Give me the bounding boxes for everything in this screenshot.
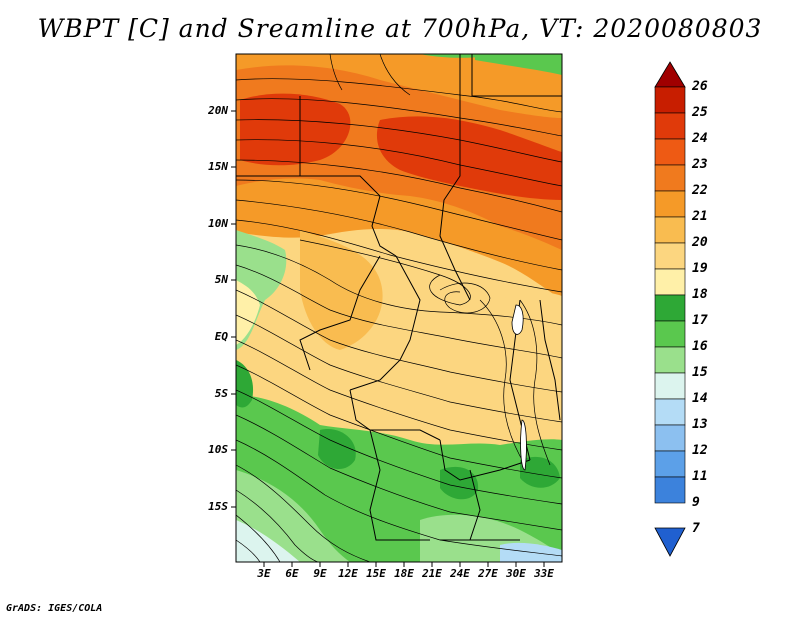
colorbar-swatch	[654, 450, 686, 478]
field-zone-18-west	[236, 280, 260, 345]
lat-label: 5S	[214, 387, 228, 400]
lon-label: 6E	[285, 567, 299, 580]
colorbar-swatch	[654, 294, 686, 322]
lon-label: 33E	[534, 567, 554, 580]
streamlines	[236, 54, 562, 562]
lat-label: 5N	[214, 273, 228, 286]
colorbar-swatch	[654, 320, 686, 348]
field-patch-north-2	[475, 54, 562, 75]
colorbar-label: 24	[692, 131, 708, 146]
lat-label: 10S	[208, 443, 228, 456]
field-patch-3	[236, 360, 254, 408]
lat-label: EQ	[214, 330, 228, 343]
colorbar-swatch	[654, 346, 686, 374]
colorbar-swatch	[654, 268, 686, 296]
field-patch-2	[440, 466, 479, 500]
lon-label: 21E	[422, 567, 442, 580]
axis-ticks	[231, 110, 545, 567]
lon-label: 3E	[257, 567, 271, 580]
colorbar-label: 23	[692, 157, 708, 172]
lon-label: 15E	[366, 567, 386, 580]
colorbar-swatch	[654, 424, 686, 452]
colorbar-label: 12	[692, 443, 708, 458]
colorbar-swatch	[654, 398, 686, 426]
colorbar-label: 26	[692, 79, 708, 94]
colorbar-swatch	[654, 164, 686, 192]
lat-label: 20N	[208, 104, 228, 117]
colorbar-swatch	[654, 112, 686, 140]
colorbar-label: 22	[692, 183, 708, 198]
colorbar-label: 17	[692, 313, 708, 328]
map-frame	[235, 53, 563, 563]
colorbar-swatch	[654, 476, 686, 504]
colorbar-top-arrow	[654, 61, 686, 88]
colorbar-swatch	[654, 190, 686, 218]
field-zone-24-east	[376, 116, 562, 200]
colorbar-label: 21	[692, 209, 708, 224]
colorbar-label: 20	[692, 235, 708, 250]
colorbar-label: 7	[692, 521, 700, 536]
colorbar-label: 18	[692, 287, 708, 302]
country-borders	[236, 54, 562, 541]
lake-malawi	[520, 419, 527, 471]
colorbar-label: 13	[692, 417, 708, 432]
lon-label: 30E	[506, 567, 526, 580]
colorbar-label: 25	[692, 105, 708, 120]
lat-label: 15S	[208, 500, 228, 513]
lat-label: 15N	[208, 160, 228, 173]
lon-label: 18E	[394, 567, 414, 580]
lon-label: 27E	[478, 567, 498, 580]
colorbar-label: 16	[692, 339, 708, 354]
colorbar-label: 11	[692, 469, 708, 484]
lon-label: 9E	[313, 567, 327, 580]
colorbar-swatch	[654, 138, 686, 166]
footer-credit: GrADS: IGES/COLA	[6, 603, 103, 614]
lat-label: 10N	[208, 217, 228, 230]
colorbar-label: 14	[692, 391, 708, 406]
colorbar-label: 15	[692, 365, 708, 380]
chart-title: WBPT [C] and Sreamline at 700hPa, VT: 20…	[37, 14, 763, 43]
colorbar	[654, 61, 686, 557]
lake-victoria	[511, 304, 524, 335]
colorbar-label: 9	[692, 495, 700, 510]
colorbar-swatch	[654, 86, 686, 114]
colorbar-swatch	[654, 216, 686, 244]
colorbar-bottom-arrow	[654, 527, 686, 557]
colorbar-swatch	[654, 242, 686, 270]
colorbar-swatch	[654, 372, 686, 400]
field-zone-15	[236, 520, 300, 562]
lon-label: 12E	[338, 567, 358, 580]
colorbar-label: 19	[692, 261, 708, 276]
lon-label: 24E	[450, 567, 470, 580]
field-zone-24-west	[240, 93, 351, 166]
